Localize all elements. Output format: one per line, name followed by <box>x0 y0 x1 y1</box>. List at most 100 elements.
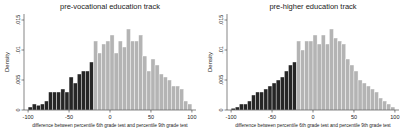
x-axis-label: difference between percentile 6th grade … <box>32 123 188 128</box>
bar <box>309 41 313 110</box>
bar <box>379 98 383 110</box>
bar <box>370 89 374 110</box>
bar <box>256 92 260 110</box>
bar <box>159 74 163 110</box>
bar <box>176 86 180 110</box>
y-tick <box>22 50 25 51</box>
y-tick <box>22 20 25 21</box>
bar <box>374 92 378 110</box>
bar <box>118 41 122 110</box>
bar <box>272 83 276 110</box>
bar <box>81 71 85 110</box>
bar <box>126 29 130 110</box>
bar <box>350 65 354 110</box>
y-axis <box>227 14 228 110</box>
bar <box>293 62 297 110</box>
bar <box>338 41 342 110</box>
bar <box>36 105 40 110</box>
bar <box>358 80 362 110</box>
bar <box>151 59 155 110</box>
bar <box>171 86 175 110</box>
bar <box>329 29 333 110</box>
x-tick-label: -100 <box>23 114 34 120</box>
bar <box>325 44 329 110</box>
bar <box>73 83 77 110</box>
y-tick-label: .01 <box>218 46 224 54</box>
bar <box>94 41 98 110</box>
x-tick <box>110 110 111 113</box>
x-tick-label: 0 <box>108 114 111 120</box>
y-tick <box>22 80 25 81</box>
bar <box>305 41 309 110</box>
bar <box>288 65 292 110</box>
bar <box>114 53 118 110</box>
x-tick <box>28 110 29 113</box>
bar <box>252 95 256 110</box>
x-tick <box>69 110 70 113</box>
bar <box>85 71 89 110</box>
bar <box>102 44 106 110</box>
bar <box>383 101 387 110</box>
x-tick-label: 50 <box>351 114 357 120</box>
bar <box>321 35 325 110</box>
x-tick <box>231 110 232 113</box>
bar <box>77 74 81 110</box>
bar <box>130 41 134 110</box>
y-tick-label: .005 <box>218 75 224 86</box>
panel: pre-vocational education track0.005.01.0… <box>4 2 196 128</box>
x-axis-label: difference between percentile 6th grade … <box>235 123 391 128</box>
plot-area <box>24 14 196 110</box>
y-tick <box>225 50 228 51</box>
bar <box>143 56 147 110</box>
x-tick <box>353 110 354 113</box>
bar <box>57 92 61 110</box>
y-tick <box>225 110 228 111</box>
bar <box>106 41 110 110</box>
bar <box>317 44 321 110</box>
bar <box>155 65 159 110</box>
bar <box>163 77 167 110</box>
bar <box>284 71 288 110</box>
bar <box>391 107 395 110</box>
y-axis-label: Density <box>4 52 10 72</box>
x-tick-label: -100 <box>226 114 237 120</box>
bar <box>135 41 139 110</box>
x-tick-label: 100 <box>390 114 399 120</box>
bar <box>313 35 317 110</box>
bar <box>301 50 305 110</box>
title: pre-higher education track <box>269 2 356 11</box>
y-tick-label: .015 <box>218 15 224 26</box>
panel: pre-higher education track 0 .005 .01 .015 -1… <box>207 2 399 128</box>
bars <box>231 29 395 110</box>
bar <box>235 107 239 110</box>
bar <box>268 86 272 110</box>
bar <box>69 77 73 110</box>
bar <box>276 80 280 110</box>
background <box>0 0 400 140</box>
bar <box>362 83 366 110</box>
x-tick <box>272 110 273 113</box>
y-tick <box>225 80 228 81</box>
x-tick-label: -50 <box>65 114 73 120</box>
bar <box>40 104 44 110</box>
x-tick-label: 50 <box>148 114 154 120</box>
y-tick-label: 0 <box>218 108 224 111</box>
bar <box>342 44 346 110</box>
x-tick <box>394 110 395 113</box>
bar <box>90 62 94 110</box>
y-tick-label: 0 <box>15 108 21 111</box>
bar <box>297 41 301 110</box>
bar <box>167 80 171 110</box>
y-axis-label: Density <box>207 52 213 72</box>
x-tick <box>313 110 314 113</box>
y-tick-label: .015 <box>15 15 21 26</box>
bar <box>264 89 268 110</box>
bar <box>61 89 65 110</box>
bar <box>354 71 358 110</box>
bar <box>184 101 188 110</box>
bar <box>139 35 143 110</box>
title: pre-vocational education track <box>60 2 160 11</box>
bar <box>49 92 53 110</box>
bar <box>147 71 151 110</box>
bar <box>280 77 284 110</box>
